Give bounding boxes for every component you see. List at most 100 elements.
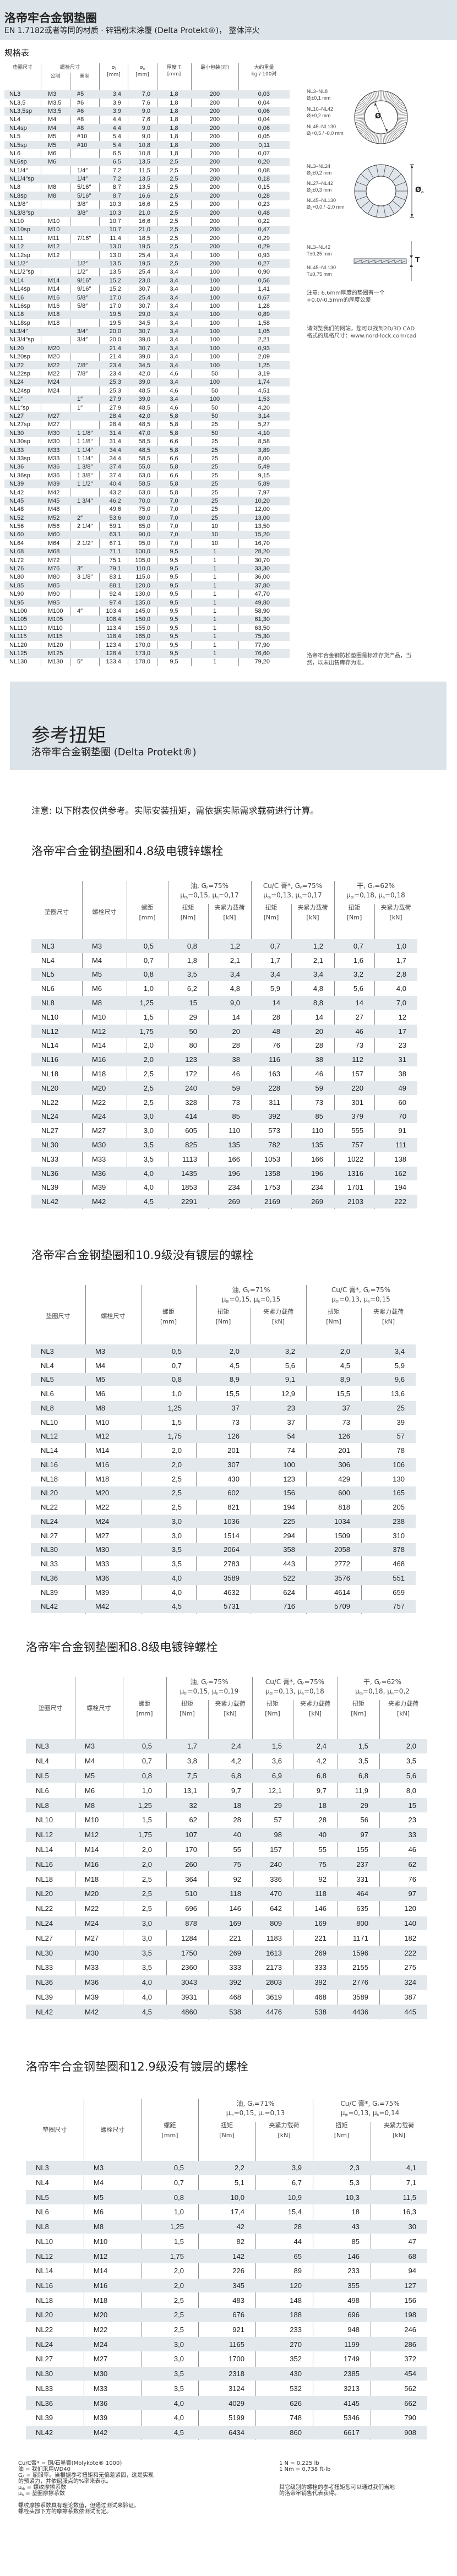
cell: 196 — [311, 1169, 323, 1178]
table-row: NL6 M6 1,0 6,2 4,8 5,9 4,8 5,6 4,0 — [31, 982, 417, 995]
cell: NL48 — [9, 506, 24, 513]
cell: 75 — [233, 1860, 241, 1869]
cell: 1165 — [229, 2340, 244, 2349]
text-part: 螺栓头部下方的摩擦系数依测试而定。 — [18, 2509, 112, 2515]
header-pitch: 螺距 — [164, 2122, 176, 2129]
cell: 921 — [232, 2326, 244, 2334]
cell: 110,0 — [135, 565, 150, 573]
cell: NL16 — [36, 2281, 53, 2290]
cell: 4,6 — [170, 387, 178, 394]
table-row: NL18 M18 2,5 172 46 163 46 157 38 — [31, 1067, 417, 1081]
cell: 5/16″ — [77, 184, 91, 191]
cell — [70, 226, 99, 234]
cell: 148 — [290, 2296, 302, 2305]
tolerance-range: NL3–NL42 — [307, 244, 331, 250]
cell: NL14 — [36, 1845, 53, 1854]
cell: NL16 — [41, 1460, 58, 1469]
cell: NL16 — [41, 1055, 59, 1064]
header-torque: 扭矩 — [265, 904, 278, 911]
cell: 194 — [394, 1183, 406, 1192]
header-weight-unit: kg / 100对 — [251, 72, 277, 77]
text-part: =0,13, μ — [271, 891, 300, 899]
cell: 0,5 — [173, 2164, 184, 2172]
cell: NL72 — [9, 557, 24, 564]
cell: M6 — [85, 1786, 95, 1795]
cell: 200 — [209, 124, 220, 132]
footnote-line: 的预紧力，并依屈服点的%率来表示。 — [18, 2479, 112, 2485]
washer-inner-diagram-icon — [354, 90, 408, 144]
cell: NL33 — [36, 2384, 53, 2393]
table-row: NL10 M10 1,5 62 28 57 28 56 23 — [26, 1813, 427, 1827]
cell — [70, 632, 99, 640]
table-row: NL33 M33 1 1/4″ 34,4 48,5 5,8 25 3,89 — [4, 445, 290, 455]
cell: 0,8 — [143, 970, 154, 979]
table-row: NL22 M22 2,5 328 73 311 73 301 60 — [31, 1096, 417, 1109]
cell: 5,9 — [394, 1361, 405, 1370]
cell: 39,0 — [138, 396, 150, 403]
cell: 106 — [393, 1460, 405, 1469]
cell: 3,14 — [258, 413, 270, 420]
torque-band — [10, 682, 447, 770]
cell: 7,0 — [170, 531, 178, 538]
cell: 825 — [185, 1141, 197, 1150]
cell: 1,05 — [258, 328, 270, 335]
cell: M27 — [48, 413, 60, 420]
cell: 2,5 — [142, 1904, 152, 1913]
cell: 2,0 — [171, 1446, 182, 1455]
table-row: NL5 M5 #10 5,4 9,0 1,8 200 0,05 — [4, 132, 290, 140]
cell: 0,29 — [258, 235, 270, 242]
text-part: =0,18 — [303, 1687, 324, 1695]
cell: 5,4 — [112, 141, 121, 149]
cell: 25 — [211, 514, 219, 521]
cell: 5″ — [77, 658, 83, 666]
cell: 0,48 — [258, 209, 270, 216]
cell — [70, 548, 99, 556]
table-row: NL5 M5 0,8 3,5 3,4 3,4 3,4 3,2 2,8 — [31, 967, 417, 982]
cell: 1,7 — [396, 956, 406, 965]
cell: 18 — [318, 1801, 327, 1810]
table-row: NL36 M36 1 3/8″ 37,4 55,0 5,8 25 5,49 — [4, 462, 290, 472]
cell: 0,56 — [258, 277, 270, 284]
cell: 3,6 — [271, 1757, 282, 1766]
cell: 46 — [408, 1845, 416, 1854]
cell: 65 — [293, 2252, 302, 2261]
cell: 2,5 — [170, 167, 178, 174]
cell: 538 — [314, 2007, 327, 2016]
cell — [70, 319, 99, 327]
cell: 92,4 — [109, 591, 121, 598]
cell: 1,0 — [143, 984, 154, 993]
cell: 7,1 — [406, 2179, 416, 2187]
text-part: =0,19 — [218, 1687, 239, 1695]
cell: NL30 — [36, 1948, 53, 1957]
table-row: NL10sp M10 10,7 21,0 2,5 200 0,47 — [4, 225, 290, 235]
text-part: =0,15 — [369, 1295, 390, 1303]
cell: NL10 — [36, 1816, 53, 1825]
cell: 9,5 — [170, 591, 178, 598]
cell — [41, 166, 70, 175]
cell: NL24 — [41, 1112, 59, 1121]
header-clamp-unit: [kN] — [396, 1710, 410, 1717]
cell: 3,5 — [173, 2384, 184, 2393]
cell: M20 — [48, 345, 60, 352]
cell: 75,30 — [254, 633, 270, 640]
cell: 13,5 — [109, 269, 121, 276]
header-clamp-unit: [kN] — [308, 1710, 322, 1717]
table-row: NL12 M12 1,75 142 65 146 68 — [26, 2249, 427, 2263]
cell: M33 — [48, 446, 60, 454]
cell: M24 — [95, 1517, 110, 1526]
subscript: h — [262, 2114, 265, 2117]
cell: 123 — [283, 1474, 295, 1483]
cell: 6,6 — [170, 438, 178, 445]
tolerance-range: NL45–NL130 — [307, 265, 336, 270]
cell: 392 — [268, 1112, 280, 1121]
cell: 0,18 — [258, 176, 270, 183]
cell — [70, 251, 99, 259]
cell: 67,1 — [109, 540, 121, 547]
cell: 0,7 — [353, 941, 363, 950]
column-divider — [306, 1285, 307, 1614]
cell: 221 — [314, 1934, 327, 1942]
cell: 8,7 — [112, 192, 121, 199]
cell: 4,1 — [406, 2164, 416, 2172]
cell: 46 — [315, 1070, 323, 1079]
cell: 225 — [283, 1517, 295, 1526]
